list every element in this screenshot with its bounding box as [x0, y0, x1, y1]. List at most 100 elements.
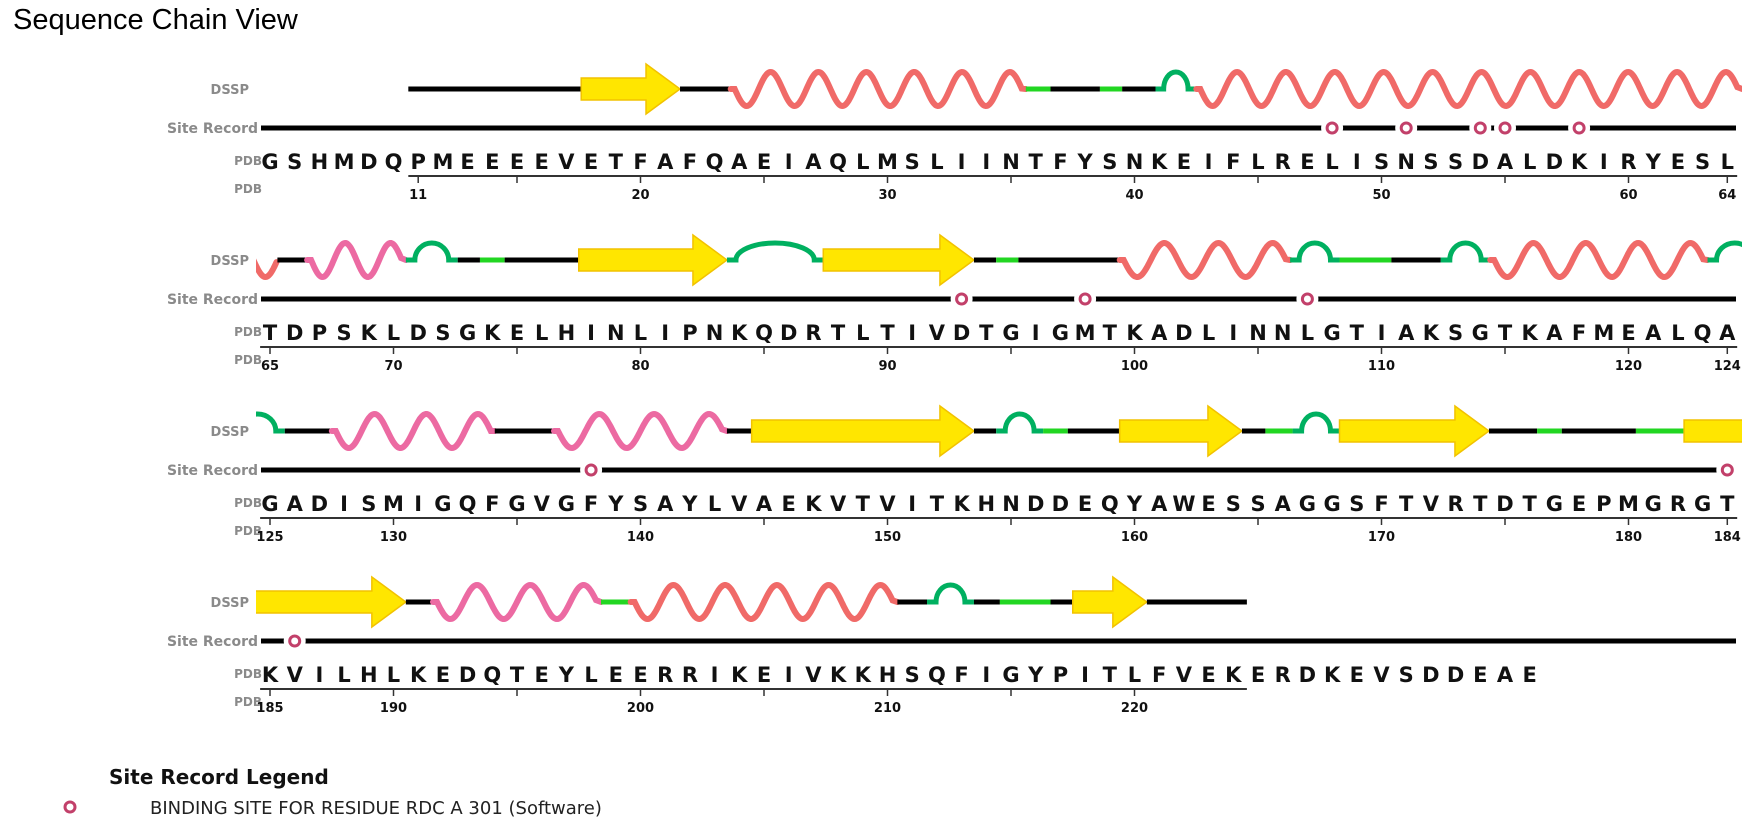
residue-letter[interactable]: S — [1423, 150, 1438, 174]
residue-letter[interactable]: K — [361, 321, 378, 345]
residue-letter[interactable]: A — [287, 492, 304, 516]
residue-letter[interactable]: G — [1472, 321, 1489, 345]
residue-letter[interactable]: T — [1399, 492, 1414, 516]
binding-site-marker[interactable] — [1399, 121, 1413, 135]
residue-letter[interactable]: Q — [1694, 321, 1712, 345]
residue-letter[interactable]: I — [908, 321, 916, 345]
residue-letter[interactable]: V — [534, 492, 551, 516]
residue-letter[interactable]: F — [584, 492, 598, 516]
residue-letter[interactable]: M — [432, 150, 453, 174]
residue-letter[interactable]: G — [1052, 321, 1069, 345]
residue-letter[interactable]: V — [287, 663, 304, 687]
residue-letter[interactable]: A — [657, 150, 674, 174]
residue-letter[interactable]: F — [1572, 321, 1586, 345]
residue-letter[interactable]: E — [584, 150, 598, 174]
residue-letter[interactable]: D — [1447, 663, 1464, 687]
residue-letter[interactable]: P — [1053, 663, 1068, 687]
residue-letter[interactable]: V — [1373, 663, 1390, 687]
residue-letter[interactable]: S — [1349, 492, 1364, 516]
residue-letter[interactable]: E — [782, 492, 796, 516]
residue-letter[interactable]: M — [334, 150, 355, 174]
residue-letter[interactable]: I — [982, 150, 990, 174]
residue-letter[interactable]: D — [459, 663, 476, 687]
residue-letter[interactable]: S — [287, 150, 302, 174]
residue-letter[interactable]: Q — [483, 663, 501, 687]
residue-letter[interactable]: Q — [385, 150, 403, 174]
residue-letter[interactable]: I — [785, 663, 793, 687]
residue-letter[interactable]: N — [607, 321, 625, 345]
binding-site-marker[interactable] — [1498, 121, 1512, 135]
residue-letter[interactable]: Y — [1126, 492, 1143, 516]
residue-letter[interactable]: S — [1448, 150, 1463, 174]
residue-letter[interactable]: T — [510, 663, 525, 687]
residue-letter[interactable]: T — [263, 321, 278, 345]
residue-letter[interactable]: S — [1102, 150, 1117, 174]
residue-letter[interactable]: V — [879, 492, 896, 516]
residue-letter[interactable]: K — [1522, 321, 1539, 345]
residue-letter[interactable]: E — [1201, 492, 1215, 516]
residue-letter[interactable]: T — [1720, 492, 1735, 516]
residue-letter[interactable]: A — [805, 150, 822, 174]
residue-letter[interactable]: I — [1378, 321, 1386, 345]
residue-letter[interactable]: E — [1177, 150, 1191, 174]
residue-letter[interactable]: P — [410, 150, 425, 174]
residue-letter[interactable]: D — [1299, 663, 1316, 687]
residue-letter[interactable]: F — [1152, 663, 1166, 687]
residue-letter[interactable]: K — [410, 663, 427, 687]
residue-letter[interactable]: R — [1670, 492, 1686, 516]
residue-letter[interactable]: L — [708, 492, 721, 516]
residue-letter[interactable]: E — [1523, 663, 1537, 687]
residue-letter[interactable]: G — [1002, 321, 1019, 345]
residue-letter[interactable]: F — [485, 492, 499, 516]
residue-letter[interactable]: E — [460, 150, 474, 174]
residue-letter[interactable]: A — [1151, 321, 1168, 345]
residue-letter[interactable]: S — [1399, 663, 1414, 687]
residue-letter[interactable]: T — [1029, 150, 1044, 174]
residue-letter[interactable]: L — [337, 663, 350, 687]
residue-letter[interactable]: E — [510, 150, 524, 174]
residue-letter[interactable]: E — [485, 150, 499, 174]
residue-letter[interactable]: I — [1229, 321, 1237, 345]
residue-letter[interactable]: T — [1350, 321, 1365, 345]
residue-letter[interactable]: A — [731, 150, 748, 174]
residue-letter[interactable]: E — [1572, 492, 1586, 516]
residue-letter[interactable]: R — [657, 663, 673, 687]
residue-letter[interactable]: G — [1645, 492, 1662, 516]
residue-letter[interactable]: I — [1353, 150, 1361, 174]
residue-letter[interactable]: E — [1251, 663, 1265, 687]
binding-site-marker[interactable] — [1325, 121, 1339, 135]
residue-letter[interactable]: G — [1299, 492, 1316, 516]
residue-letter[interactable]: M — [1618, 492, 1639, 516]
residue-letter[interactable]: L — [1301, 321, 1314, 345]
residue-letter[interactable]: L — [535, 321, 548, 345]
residue-letter[interactable]: R — [682, 663, 698, 687]
residue-letter[interactable]: E — [535, 663, 549, 687]
residue-letter[interactable]: H — [311, 150, 329, 174]
residue-letter[interactable]: I — [414, 492, 422, 516]
residue-letter[interactable]: D — [780, 321, 797, 345]
residue-letter[interactable]: I — [982, 663, 990, 687]
residue-letter[interactable]: L — [1671, 321, 1684, 345]
residue-letter[interactable]: G — [1694, 492, 1711, 516]
residue-letter[interactable]: E — [1300, 150, 1314, 174]
residue-letter[interactable]: E — [609, 663, 623, 687]
residue-letter[interactable]: S — [1695, 150, 1710, 174]
residue-letter[interactable]: D — [953, 321, 970, 345]
residue-letter[interactable]: H — [879, 663, 897, 687]
residue-letter[interactable]: A — [1398, 321, 1415, 345]
residue-letter[interactable]: V — [929, 321, 946, 345]
residue-letter[interactable]: H — [360, 663, 378, 687]
residue-letter[interactable]: K — [1324, 663, 1341, 687]
residue-letter[interactable]: K — [1151, 150, 1168, 174]
residue-letter[interactable]: F — [633, 150, 647, 174]
residue-letter[interactable]: D — [286, 321, 303, 345]
residue-letter[interactable]: L — [634, 321, 647, 345]
binding-site-marker[interactable] — [955, 292, 969, 306]
residue-letter[interactable]: A — [1497, 150, 1514, 174]
residue-letter[interactable]: L — [1202, 321, 1215, 345]
residue-letter[interactable]: G — [1002, 663, 1019, 687]
residue-letter[interactable]: G — [261, 492, 278, 516]
residue-letter[interactable]: I — [1600, 150, 1608, 174]
residue-letter[interactable]: T — [1103, 321, 1118, 345]
residue-letter[interactable]: D — [409, 321, 426, 345]
